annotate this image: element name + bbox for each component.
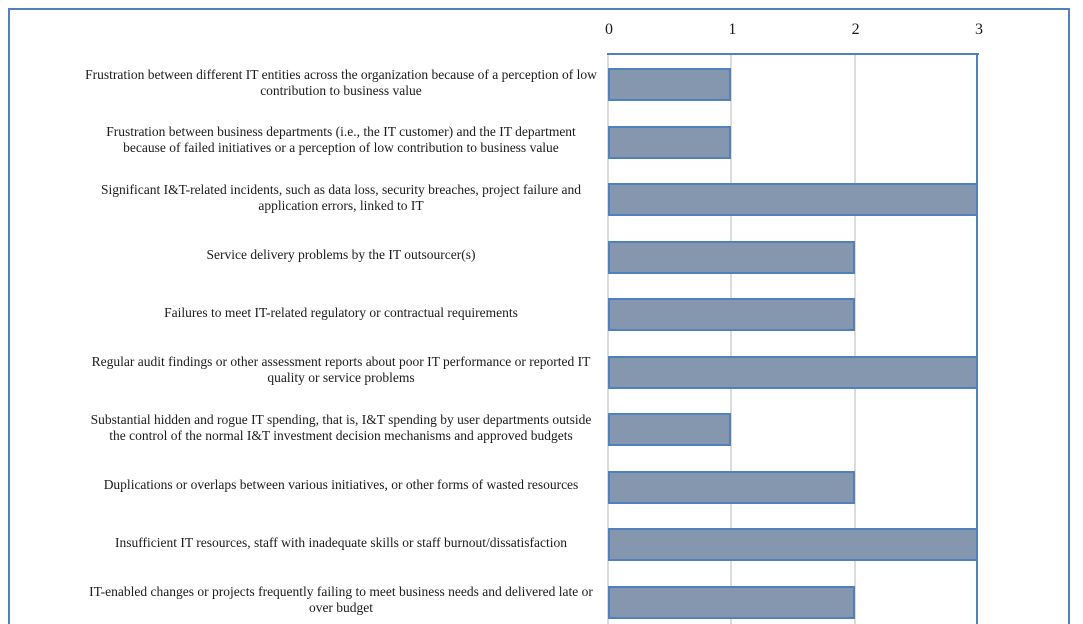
bar-value-1: [608, 68, 732, 101]
bar-value-1: [608, 125, 732, 159]
category-label: Substantial hidden and rogue IT spending…: [90, 411, 592, 443]
bar-value-2: [608, 585, 855, 619]
bar-value-3: [608, 355, 978, 389]
gridline-2: [853, 55, 856, 624]
bar-value-1: [608, 413, 732, 446]
category-label: Frustration between different IT entitie…: [85, 66, 597, 98]
bar-value-2: [608, 240, 855, 274]
category-label: Frustration between business departments…: [106, 124, 576, 156]
x-axis-tick-label: 1: [728, 21, 737, 38]
figure-border: [8, 8, 1070, 624]
category-label: Insufficient IT resources, staff with in…: [115, 534, 567, 550]
x-axis-tick-label: 0: [605, 21, 613, 38]
category-label: IT-enabled changes or projects frequentl…: [89, 584, 593, 616]
category-label: Duplications or overlaps between various…: [103, 477, 579, 493]
gridline-0: [607, 55, 609, 624]
bar-value-3: [608, 183, 978, 216]
x-axis-tick-label: 3: [975, 21, 983, 38]
bar-value-3: [608, 528, 978, 561]
category-label: Service delivery problems by the IT outs…: [206, 247, 476, 263]
bar-value-2: [608, 470, 855, 504]
x-axis-tick-label: 2: [851, 21, 860, 38]
plot-border-top: [607, 53, 979, 55]
gridline-1: [730, 55, 733, 624]
category-label: Failures to meet IT-related regulatory o…: [164, 304, 518, 320]
plot-border-right: [976, 53, 978, 624]
bar-value-2: [608, 298, 855, 331]
category-label: Significant I&T-related incidents, such …: [100, 181, 582, 213]
category-label: Regular audit findings or other assessme…: [91, 354, 591, 386]
